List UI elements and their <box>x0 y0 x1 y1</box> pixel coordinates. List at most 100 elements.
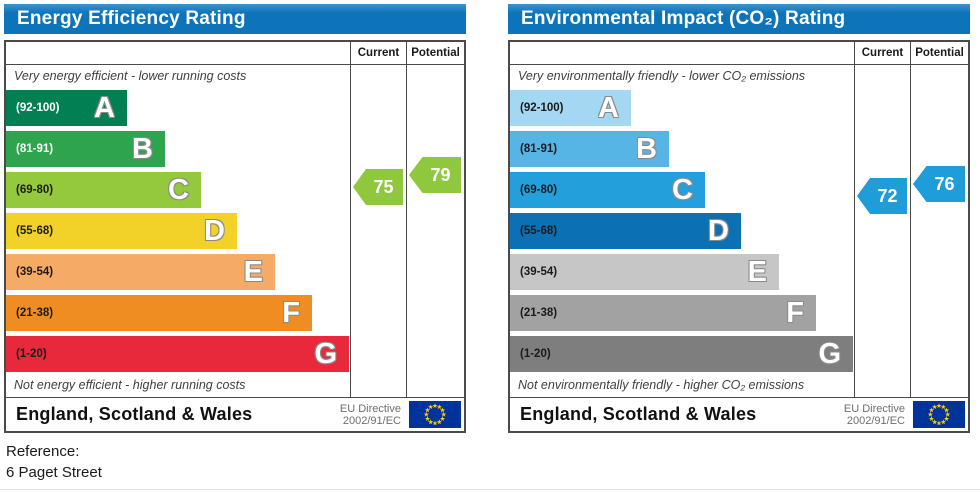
chart-footer: England, Scotland & Wales EU Directive 2… <box>6 397 464 431</box>
eu-flag-icon <box>408 401 462 428</box>
band-bar: (39-54) E <box>510 254 779 290</box>
current-column-divider <box>854 42 855 398</box>
chart-footer: England, Scotland & Wales EU Directive 2… <box>510 397 968 431</box>
band-bar: (92-100) A <box>6 90 127 126</box>
current-rating-value: 72 <box>877 185 898 206</box>
band-range-label: (21-38) <box>520 307 558 319</box>
rating-band-d: (55-68) D <box>510 213 854 249</box>
energy-efficiency-panel: Energy Efficiency Rating Current Potenti… <box>4 4 466 433</box>
band-letter: C <box>672 174 693 206</box>
rating-band-b: (81-91) B <box>510 131 854 167</box>
energy-rating-chart: Current Potential Very energy efficient … <box>4 40 466 433</box>
band-bar: (69-80) C <box>6 172 201 208</box>
rating-bands: (92-100) A (81-91) B (69-80) C (55-68) D (39-54)… <box>6 90 350 377</box>
band-range-label: (69-80) <box>520 184 558 196</box>
reference-label: Reference: <box>6 443 80 460</box>
rating-band-c: (69-80) C <box>510 172 854 208</box>
band-letter: A <box>598 92 619 124</box>
region-label: England, Scotland & Wales <box>520 404 757 424</box>
band-letter: D <box>204 215 225 247</box>
band-bar: (39-54) E <box>6 254 275 290</box>
band-bar: (81-91) B <box>510 131 669 167</box>
band-range-label: (92-100) <box>520 102 564 114</box>
potential-rating-arrow: 79 <box>409 157 461 193</box>
energy-panel-title: Energy Efficiency Rating <box>17 8 246 29</box>
band-letter: D <box>708 215 729 247</box>
rating-band-c: (69-80) C <box>6 172 350 208</box>
band-letter: G <box>314 338 337 370</box>
current-rating-value: 75 <box>373 176 394 197</box>
eu-directive-label: EU Directive 2002/91/EC <box>339 402 401 427</box>
eu-directive-label: EU Directive 2002/91/EC <box>843 402 905 427</box>
band-range-label: (1-20) <box>16 348 47 360</box>
band-range-label: (92-100) <box>16 102 60 114</box>
current-rating-arrow: 72 <box>857 178 907 214</box>
region-label: England, Scotland & Wales <box>16 404 253 424</box>
potential-column-divider <box>406 42 407 398</box>
page-bottom-divider <box>0 489 980 490</box>
band-range-label: (55-68) <box>16 225 54 237</box>
band-bar: (81-91) B <box>6 131 165 167</box>
band-bar: (55-68) D <box>6 213 237 249</box>
band-range-label: (81-91) <box>520 143 558 155</box>
band-bar: (1-20) G <box>6 336 349 372</box>
current-column-divider <box>350 42 351 398</box>
rating-band-d: (55-68) D <box>6 213 350 249</box>
band-bar: (21-38) F <box>510 295 816 331</box>
band-range-label: (69-80) <box>16 184 54 196</box>
band-range-label: (81-91) <box>16 143 54 155</box>
band-letter: E <box>747 256 767 288</box>
potential-rating-value: 76 <box>934 173 955 194</box>
rating-band-f: (21-38) F <box>6 295 350 331</box>
current-column-header: Current <box>357 47 400 59</box>
rating-band-a: (92-100) A <box>510 90 854 126</box>
top-caption: Very environmentally friendly - lower CO… <box>518 69 806 83</box>
rating-band-e: (39-54) E <box>510 254 854 290</box>
band-bar: (92-100) A <box>510 90 631 126</box>
band-letter: B <box>132 133 153 165</box>
band-range-label: (21-38) <box>16 307 54 319</box>
rating-band-f: (21-38) F <box>510 295 854 331</box>
co2-rating-chart: Current Potential Very environmentally f… <box>508 40 970 433</box>
reference-block: Reference: 6 Paget Street <box>6 441 102 483</box>
potential-column-header: Potential <box>411 47 460 59</box>
band-bar: (1-20) G <box>510 336 853 372</box>
rating-band-g: (1-20) G <box>510 336 854 372</box>
bottom-caption: Not environmentally friendly - higher CO… <box>518 378 805 392</box>
band-letter: B <box>636 133 657 165</box>
band-range-label: (55-68) <box>520 225 558 237</box>
column-header-divider <box>6 64 464 65</box>
top-caption: Very energy efficient - lower running co… <box>14 69 247 83</box>
bottom-caption: Not energy efficient - higher running co… <box>14 378 246 392</box>
current-rating-arrow: 75 <box>353 169 403 205</box>
rating-band-e: (39-54) E <box>6 254 350 290</box>
eu-flag-icon <box>912 401 966 428</box>
band-letter: F <box>786 297 804 329</box>
rating-band-a: (92-100) A <box>6 90 350 126</box>
environmental-impact-panel: Environmental Impact (CO₂) Rating Curren… <box>508 4 970 433</box>
reference-value: 6 Paget Street <box>6 464 102 481</box>
band-letter: G <box>818 338 841 370</box>
potential-column-header: Potential <box>915 47 964 59</box>
potential-rating-value: 79 <box>430 164 451 185</box>
band-bar: (69-80) C <box>510 172 705 208</box>
potential-rating-arrow: 76 <box>913 166 965 202</box>
energy-panel-title-bar: Energy Efficiency Rating <box>4 4 466 34</box>
band-bar: (21-38) F <box>6 295 312 331</box>
band-letter: F <box>282 297 300 329</box>
co2-panel-title-bar: Environmental Impact (CO₂) Rating <box>508 4 970 34</box>
co2-panel-title: Environmental Impact (CO₂) Rating <box>521 8 846 29</box>
rating-band-b: (81-91) B <box>6 131 350 167</box>
potential-column-divider <box>910 42 911 398</box>
rating-band-g: (1-20) G <box>6 336 350 372</box>
band-range-label: (39-54) <box>520 266 558 278</box>
current-column-header: Current <box>861 47 904 59</box>
rating-bands: (92-100) A (81-91) B (69-80) C (55-68) D (39-54)… <box>510 90 854 377</box>
band-letter: E <box>243 256 263 288</box>
band-range-label: (1-20) <box>520 348 551 360</box>
band-range-label: (39-54) <box>16 266 54 278</box>
band-letter: A <box>94 92 115 124</box>
band-letter: C <box>168 174 189 206</box>
column-header-divider <box>510 64 968 65</box>
